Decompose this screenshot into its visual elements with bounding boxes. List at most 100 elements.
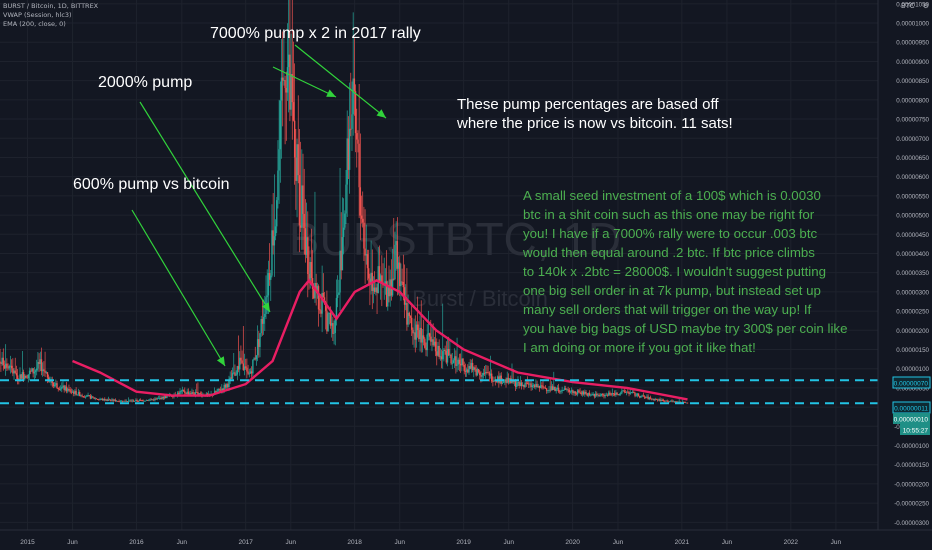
candle-body [244, 366, 247, 368]
candle-body [299, 225, 302, 228]
candle-body [467, 369, 469, 373]
candle-body [385, 281, 388, 307]
candle-body [483, 372, 486, 374]
candle-body [215, 391, 217, 393]
candle-body [10, 365, 13, 369]
candle-body [518, 382, 520, 386]
candle-body [181, 389, 184, 391]
candle-body [236, 366, 239, 375]
candle-body [599, 395, 602, 397]
candle-body [184, 390, 186, 393]
candle-body [334, 319, 336, 333]
candle-body [150, 399, 153, 401]
candle-body [533, 385, 536, 388]
candle-body [684, 401, 686, 403]
candle-body [67, 388, 69, 392]
candle-body [296, 144, 298, 181]
arrow-head [261, 302, 270, 312]
candle-body [598, 394, 600, 397]
candle-body [517, 382, 519, 383]
candle-body [504, 379, 506, 382]
candle-body [65, 386, 68, 392]
candle-body [101, 398, 104, 401]
candle-body [602, 393, 604, 395]
indicator-ema[interactable]: EMA (200, close, 0) [3, 20, 66, 28]
candle-body [239, 357, 241, 370]
price-tick-label: 0.00000400 [896, 251, 929, 258]
candle-body [658, 399, 660, 401]
candle-body [235, 374, 237, 376]
candle-body [303, 213, 305, 229]
candle-body [587, 392, 590, 396]
candle-body [240, 357, 242, 361]
candle-body [80, 395, 82, 397]
candle-body [30, 370, 32, 372]
candle-body [362, 218, 364, 223]
candle-body [592, 393, 594, 395]
price-tick-label: 0.00000850 [896, 78, 929, 85]
candle-body [536, 383, 538, 388]
indicator-vwap[interactable]: VWAP (Session, hlc3) [3, 11, 72, 19]
support-price-label: 0.00000010 [894, 417, 929, 424]
candle-body [655, 399, 658, 400]
candle-body [556, 387, 559, 389]
candle-body [571, 390, 573, 392]
candle-body [606, 394, 609, 396]
settings-icon[interactable]: ⚙ [922, 2, 929, 10]
candle-body [477, 369, 480, 373]
candle-body [270, 275, 272, 280]
time-tick-label: Jun [722, 539, 733, 546]
candle-body [354, 91, 357, 134]
candle-body [227, 384, 229, 388]
candle-body [422, 335, 425, 339]
candle-body [132, 400, 135, 402]
candle-body [69, 389, 71, 392]
candle-body [648, 397, 651, 400]
candle-body [233, 372, 235, 374]
candle-body [524, 382, 526, 388]
candle-body [9, 365, 12, 367]
candle-body [13, 370, 15, 374]
time-tick-label: Jun [613, 539, 624, 546]
candle-body [271, 230, 273, 276]
candle-body [579, 391, 581, 393]
symbol-title[interactable]: BURST / Bitcoin, 1D, BITTREX [3, 2, 99, 10]
candle-body [683, 401, 685, 403]
candle-body [445, 350, 448, 363]
candle-body [121, 400, 124, 402]
candle-body [542, 385, 544, 388]
candle-body [41, 369, 44, 372]
candle-body [345, 184, 347, 214]
annotation-7000-pump: 7000% pump x 2 in 2017 rally [210, 25, 421, 42]
candle-body [440, 356, 443, 360]
currency-selector[interactable]: BTC ⚙ [901, 2, 929, 10]
candle-body [182, 389, 185, 391]
candle-body [280, 77, 283, 101]
candle-body [22, 372, 25, 380]
candle-body [481, 375, 483, 377]
candle-body [516, 382, 518, 387]
candle-body [631, 392, 634, 393]
candle-body [485, 371, 487, 374]
candle-body [98, 399, 100, 401]
annotation-2000-pump: 2000% pump [98, 74, 192, 91]
candle-body [266, 295, 268, 298]
price-tick-label: -0.00000250 [894, 501, 929, 508]
candle-body [120, 400, 123, 402]
candle-body [465, 369, 468, 372]
horizontal-lines[interactable] [0, 379, 878, 405]
time-axis[interactable]: 2015 Jun 2016 Jun 2017 Jun 2018 Jun 2019 Jun 2020 J… [20, 539, 841, 546]
candle-body [119, 401, 122, 403]
candle-body [315, 282, 317, 291]
time-tick-label: Jun [831, 539, 842, 546]
candle-body [75, 390, 77, 395]
candle-body [613, 393, 616, 396]
candle-body [3, 365, 6, 369]
price-axis[interactable]: 0.00001050 0.00001000 0.00000950 0.00000900… [894, 1, 929, 526]
candle-body [469, 366, 471, 369]
candle-body [452, 360, 455, 363]
candle-body [68, 388, 70, 390]
candle-body [457, 359, 459, 365]
candle-body [366, 254, 369, 269]
